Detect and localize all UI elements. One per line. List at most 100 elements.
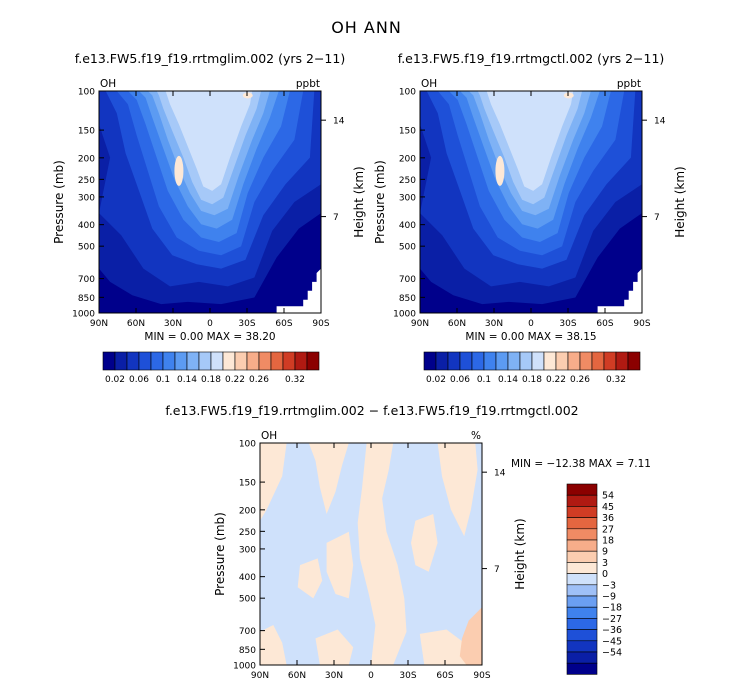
x-tick-label: 30S <box>559 319 576 329</box>
main-title: OH ANN <box>331 18 402 37</box>
y-tick-label: 150 <box>78 127 95 137</box>
colorbar-label: 0.18 <box>201 375 221 385</box>
y2-tick-label: 14 <box>333 117 345 127</box>
y-tick-label: 1000 <box>72 310 95 320</box>
y-tick-label: 300 <box>239 545 256 555</box>
y-tick-label: 400 <box>78 221 95 231</box>
colorbar-label: 0.26 <box>570 375 590 385</box>
colorbar-label: 0.22 <box>546 375 566 385</box>
colorbar-swatch <box>258 351 272 371</box>
field-level-positive <box>315 629 354 665</box>
colorbar-swatch <box>114 351 128 371</box>
colorbar-label: −27 <box>602 614 622 625</box>
colorbar-label: 0.06 <box>450 375 470 385</box>
field-level-10 <box>495 155 505 186</box>
colorbar-swatch <box>566 517 598 530</box>
y-tick-label: 250 <box>239 528 256 538</box>
x-tick-label: 90N <box>251 671 269 681</box>
colorbar-label: 0.32 <box>285 375 305 385</box>
y-axis-label: Pressure (mb) <box>373 160 387 244</box>
colorbar-swatch <box>566 483 598 496</box>
colorbar-swatch <box>566 528 598 541</box>
x-tick-label: 60S <box>436 671 453 681</box>
x-tick-label: 30N <box>485 319 503 329</box>
colorbar-label: 0.1 <box>477 375 491 385</box>
y-tick-label: 300 <box>78 193 95 203</box>
y-tick-label: 400 <box>239 573 256 583</box>
min-max-stats: MIN = −12.38 MAX = 7.11 <box>511 458 651 470</box>
missing-data-region <box>276 268 321 313</box>
y-axis-label: Pressure (mb) <box>213 512 227 596</box>
field-level-positive <box>260 625 287 665</box>
colorbar-label: 54 <box>602 491 614 502</box>
colorbar-swatch <box>566 584 598 597</box>
colorbar-swatch <box>566 562 598 574</box>
y-tick-label: 100 <box>399 88 416 98</box>
field-level-positive <box>308 443 349 514</box>
colorbar-label: 3 <box>602 558 608 569</box>
y-tick-label: 700 <box>78 275 95 285</box>
y-tick-label: 850 <box>78 294 95 304</box>
colorbar-label: 9 <box>602 547 608 558</box>
colorbar-swatch <box>150 351 164 371</box>
colorbar-swatch <box>186 351 200 371</box>
colorbar-swatch <box>543 351 557 371</box>
y-tick-label: 500 <box>78 243 95 253</box>
colorbar-label: 0.14 <box>177 375 197 385</box>
field-level-9 <box>486 91 574 191</box>
colorbar-swatch <box>531 351 545 371</box>
x-tick-label: 0 <box>368 671 374 681</box>
x-tick-label: 90S <box>312 319 329 329</box>
colorbar-swatch <box>102 351 116 371</box>
y2-tick-label: 7 <box>333 213 339 223</box>
colorbar-label: −54 <box>602 648 622 659</box>
y-tick-label: 200 <box>78 154 95 164</box>
colorbar-swatch <box>519 351 533 371</box>
x-tick-label: 90N <box>90 319 108 329</box>
x-tick-label: 90S <box>633 319 650 329</box>
y-tick-label: 250 <box>78 176 95 186</box>
colorbar-swatch <box>566 606 598 619</box>
colorbar-swatch <box>579 351 593 371</box>
right-corner-label: ppbt <box>617 78 641 90</box>
colorbar-swatch <box>210 351 224 371</box>
colorbar-swatch <box>234 351 248 371</box>
right-corner-label: ppbt <box>296 78 320 90</box>
field-level-positive <box>419 629 471 665</box>
colorbar-label: 36 <box>602 513 614 524</box>
y-tick-label: 850 <box>239 646 256 656</box>
colorbar-label: 0 <box>602 569 608 580</box>
x-tick-label: 30S <box>238 319 255 329</box>
colorbar-swatch <box>566 618 598 630</box>
field-level-positive <box>411 514 438 572</box>
colorbar-swatch <box>435 351 449 371</box>
colorbar-swatch <box>246 351 260 371</box>
y2-axis-label: Height (km) <box>513 518 527 589</box>
colorbar-swatch <box>126 351 140 371</box>
colorbar-swatch <box>555 351 569 371</box>
colorbar-swatch <box>138 351 152 371</box>
panel-title: f.e13.FW5.f19_f19.rrtmgctl.002 (yrs 2−11… <box>398 51 665 66</box>
x-tick-label: 0 <box>207 319 213 329</box>
colorbar-swatch <box>627 351 641 371</box>
colorbar-swatch <box>495 351 509 371</box>
y-tick-label: 500 <box>399 243 416 253</box>
panel-1: f.e13.FW5.f19_f19.rrtmglim.002 (yrs 2−11… <box>52 51 366 385</box>
colorbar-label: 0.22 <box>225 375 245 385</box>
y-tick-label: 1000 <box>393 310 416 320</box>
colorbar-swatch <box>591 351 605 371</box>
colorbar-label: 0.06 <box>129 375 149 385</box>
colorbar-swatch <box>483 351 497 371</box>
y-tick-label: 1000 <box>233 662 256 672</box>
left-corner-label: OH <box>261 430 277 442</box>
field-level-10 <box>174 155 184 186</box>
contour-field <box>260 443 482 665</box>
x-tick-label: 60N <box>448 319 466 329</box>
colorbar-label: 0.18 <box>522 375 542 385</box>
y-tick-label: 300 <box>399 193 416 203</box>
colorbar-swatch <box>566 651 598 664</box>
colorbar-swatch <box>459 351 473 371</box>
colorbar-swatch <box>270 351 284 371</box>
colorbar-swatch <box>615 351 629 371</box>
